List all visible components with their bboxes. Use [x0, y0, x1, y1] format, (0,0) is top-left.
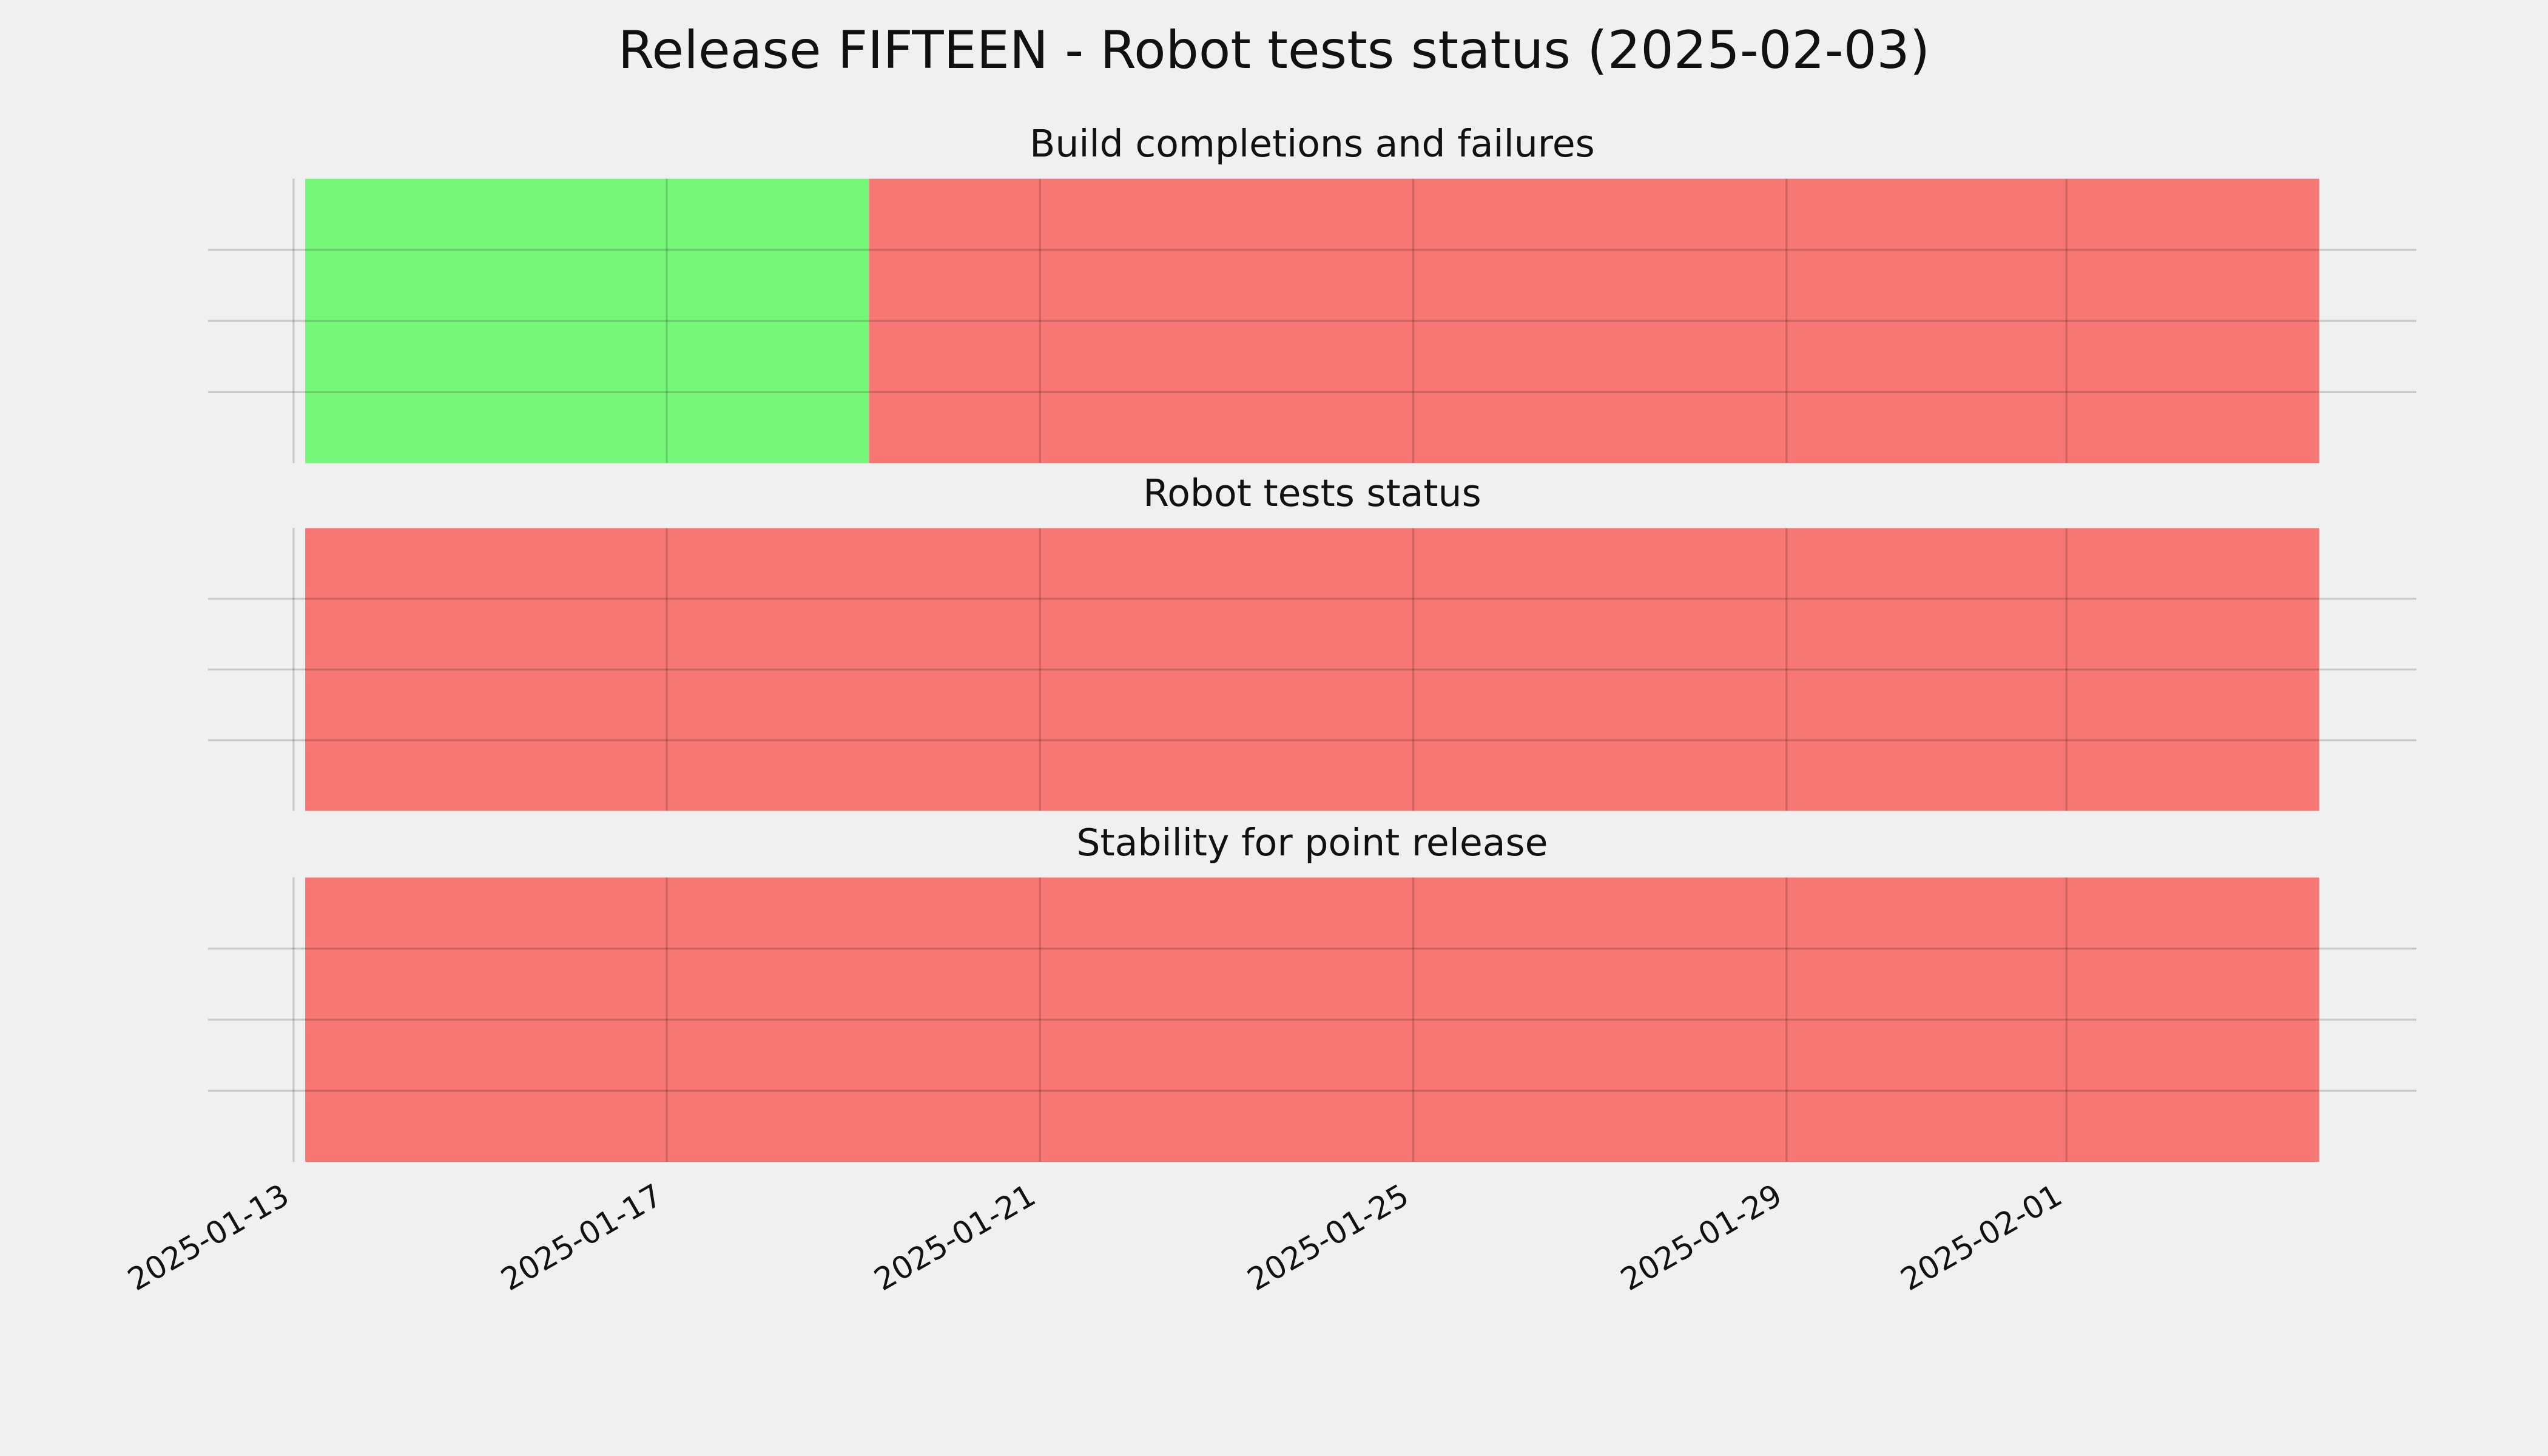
x-tick-label: 2025-02-01 [1895, 1178, 2068, 1298]
panel-title: Build completions and failures [1030, 122, 1595, 166]
x-tick-label: 2025-01-17 [495, 1178, 669, 1298]
status-span [305, 178, 869, 463]
x-tick-label: 2025-01-21 [869, 1178, 1042, 1298]
x-tick-label: 2025-01-25 [1242, 1178, 1415, 1298]
status-span [869, 178, 2319, 463]
status-span [305, 877, 2319, 1162]
panel-title: Stability for point release [1076, 821, 1548, 864]
chart-title: Release FIFTEEN - Robot tests status (20… [618, 20, 1930, 81]
x-tick-label: 2025-01-29 [1615, 1178, 1788, 1298]
panel-title: Robot tests status [1143, 471, 1481, 515]
status-span [305, 528, 2319, 811]
x-tick-label: 2025-01-13 [122, 1178, 295, 1298]
